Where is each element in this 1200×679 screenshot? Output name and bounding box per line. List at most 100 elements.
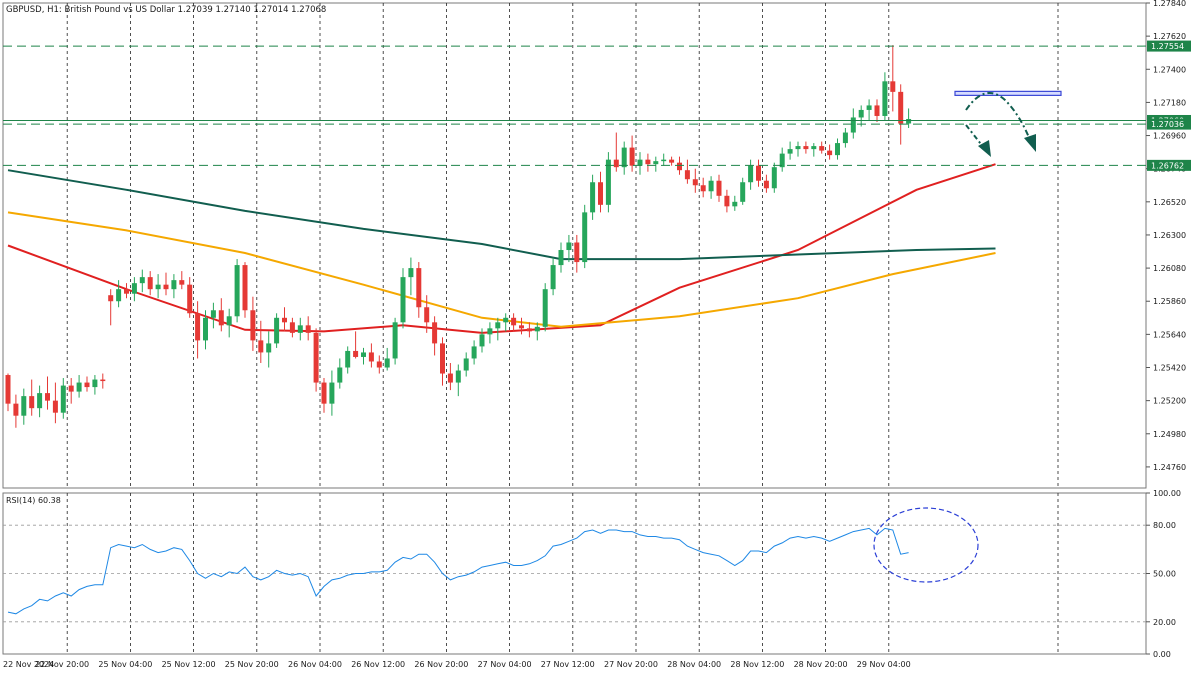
candle-body [440, 343, 445, 374]
y-tick-label: 1.26960 [1153, 132, 1186, 141]
x-tick-label: 27 Nov 20:00 [604, 660, 658, 669]
candle-body [463, 358, 469, 371]
candle-body [795, 146, 801, 150]
y-tick-label: 1.26080 [1153, 264, 1186, 273]
candle-body [100, 379, 106, 382]
candle-body [313, 332, 319, 383]
candle-body [353, 350, 359, 357]
candle-body [479, 334, 485, 347]
x-tick-label: 22 Nov 2024 [3, 660, 54, 669]
x-tick-label: 26 Nov 12:00 [351, 660, 405, 669]
x-tick-label: 28 Nov 12:00 [730, 660, 784, 669]
candle-body [131, 283, 137, 294]
candle-body [455, 370, 461, 383]
candle-body [558, 250, 564, 266]
candle-body [21, 396, 27, 416]
y-tick-label: 1.26520 [1153, 198, 1186, 207]
candle-body [179, 280, 185, 285]
candle-body [495, 322, 501, 329]
candle-body [297, 325, 303, 333]
candle-body [677, 162, 682, 171]
candle-body [621, 147, 627, 168]
candle-body [321, 382, 327, 404]
candle-body [756, 165, 761, 181]
candle-body [226, 316, 232, 326]
candle-body [384, 358, 390, 368]
candle-body [242, 265, 248, 311]
rsi-y-tick-label: 0.00 [1153, 650, 1171, 659]
candle-body [724, 195, 730, 207]
candle-body [605, 159, 611, 205]
candle-body [147, 277, 153, 290]
candle-body [613, 159, 619, 168]
candle-body [447, 373, 453, 383]
candle-body [708, 180, 714, 192]
drop-arrow-path [965, 124, 985, 149]
projection-arrow-head [1024, 134, 1036, 152]
moving-average-line [7, 211, 996, 328]
candle-body [835, 143, 840, 156]
drop-arrow-head [978, 140, 991, 157]
price-tag-label: 1.26762 [1151, 161, 1184, 170]
candle-body [424, 307, 430, 323]
candle-body [740, 182, 746, 202]
candle-body [376, 361, 382, 368]
candle-body [416, 268, 422, 308]
x-tick-label: 26 Nov 04:00 [288, 660, 342, 669]
candle-body [76, 382, 82, 392]
candle-body [858, 109, 864, 118]
candle-body [566, 242, 572, 251]
candle-body [108, 295, 114, 302]
candle-body [882, 81, 888, 116]
price-tag [1147, 40, 1191, 52]
candle-body [487, 328, 493, 335]
candle-body [550, 265, 556, 290]
candle-body [92, 379, 98, 388]
candle-body [250, 310, 256, 341]
candle-body [811, 146, 817, 150]
candle-body [210, 310, 216, 318]
candle-body [526, 328, 532, 332]
candle-body [787, 149, 793, 154]
candle-body [52, 400, 58, 413]
candle-body [305, 325, 311, 333]
candle-body [645, 159, 651, 165]
rsi-y-tick-label: 50.00 [1153, 570, 1176, 579]
x-tick-label: 22 Nov 20:00 [35, 660, 89, 669]
y-tick-label: 1.27840 [1153, 0, 1186, 8]
candle-body [803, 146, 809, 150]
candle-body [637, 159, 643, 166]
candle-body [345, 350, 351, 368]
candle-body [361, 352, 366, 357]
grid-layer [2, 2, 1147, 655]
candle-body [266, 343, 272, 353]
resistance-zone [954, 90, 1062, 96]
price-tag-label: 1.27554 [1151, 42, 1184, 51]
candles [5, 45, 912, 428]
candle-body [408, 268, 414, 278]
rsi-highlight-ellipse [873, 507, 979, 583]
candle-body [842, 132, 848, 144]
candle-body [37, 393, 43, 409]
rsi-y-tick-label: 100.00 [1153, 489, 1181, 498]
candle-body [819, 146, 825, 151]
candle-body [203, 317, 208, 341]
candle-body [629, 147, 635, 166]
moving-average-line [7, 169, 996, 261]
candle-body [13, 403, 19, 416]
candle-body [195, 313, 201, 341]
candle-body [866, 105, 872, 110]
candle-body [771, 167, 777, 189]
y-tick-label: 1.27180 [1153, 98, 1186, 107]
rsi-y-tick-label: 80.00 [1153, 521, 1176, 530]
x-tick-label: 25 Nov 20:00 [225, 660, 279, 669]
y-tick-label: 1.27400 [1153, 65, 1186, 74]
candle-body [218, 310, 224, 326]
candle-body [692, 179, 698, 186]
candle-body [661, 159, 667, 162]
candle-body [542, 289, 548, 327]
candle-body [400, 277, 406, 323]
candle-body [282, 317, 287, 323]
